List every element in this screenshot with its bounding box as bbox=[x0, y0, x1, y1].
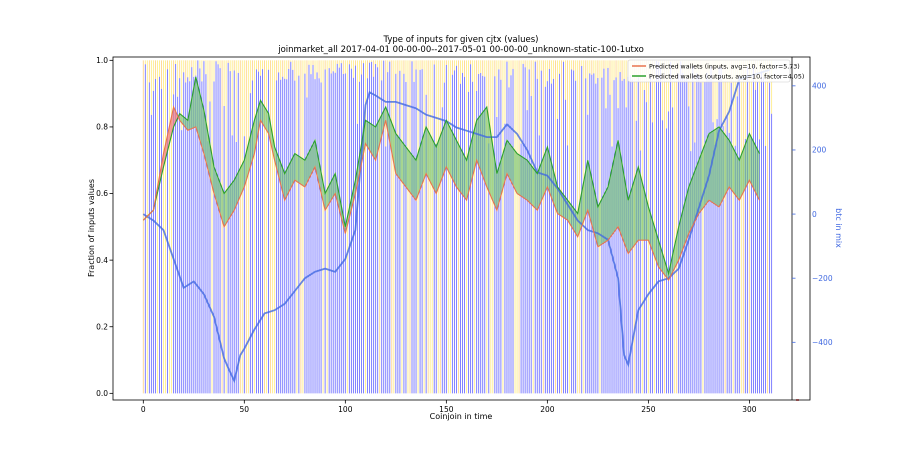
legend: Predicted wallets (inputs, avg=10, facto… bbox=[627, 59, 804, 83]
outputs-fill-segment bbox=[638, 166, 649, 241]
y2-tick-label: 0 bbox=[812, 210, 817, 219]
outputs-fill-segment bbox=[315, 140, 326, 211]
outputs-fill-segment bbox=[597, 186, 608, 247]
outputs-fill-segment bbox=[476, 106, 487, 187]
outputs-fill-segment bbox=[179, 113, 188, 131]
outputs-fill-segment bbox=[729, 140, 740, 201]
line-layer bbox=[142, 68, 799, 401]
outputs-fill-segment bbox=[587, 160, 598, 247]
chart-title: Type of inputs for given cjtx (values) bbox=[383, 35, 539, 45]
outputs-fill-segment bbox=[446, 120, 457, 187]
y-tick-label: 0.8 bbox=[96, 123, 108, 132]
outputs-fill-segment bbox=[395, 133, 406, 187]
legend-label-inputs: Predicted wallets (inputs, avg=10, facto… bbox=[649, 64, 800, 71]
outputs-fill-segment bbox=[708, 126, 720, 207]
outputs-fill-segment bbox=[234, 160, 245, 211]
outputs-fill-segment bbox=[547, 146, 558, 214]
y-axis-ticks: 0.0 0.2 0.4 0.6 0.8 1.0 bbox=[96, 56, 113, 398]
inputs-fill-segment bbox=[173, 106, 180, 127]
legend-box bbox=[627, 59, 791, 83]
y-axis-label: Fraction of inputs values bbox=[87, 179, 96, 277]
outputs-fill-segment bbox=[557, 186, 568, 221]
outputs-fill-segment bbox=[517, 153, 528, 201]
y2-axis-ticks: −400 −200 0 200 400 bbox=[792, 82, 833, 347]
outputs-series-line bbox=[142, 76, 760, 276]
x-tick-label: 300 bbox=[742, 405, 757, 414]
outputs-fill-segment bbox=[739, 133, 750, 201]
fill-layer bbox=[143, 76, 760, 281]
outputs-fill-segment bbox=[375, 106, 386, 161]
y-tick-label: 0.0 bbox=[96, 389, 108, 398]
outputs-fill-segment bbox=[195, 76, 204, 154]
outputs-fill-segment bbox=[678, 186, 689, 261]
outputs-fill-segment bbox=[214, 166, 225, 227]
outputs-fill-segment bbox=[274, 146, 285, 201]
x-tick-label: 50 bbox=[240, 405, 250, 414]
outputs-fill-segment bbox=[325, 173, 336, 211]
y-tick-label: 1.0 bbox=[96, 56, 108, 65]
outputs-fill-segment bbox=[607, 140, 619, 241]
y2-tick-label: −200 bbox=[812, 274, 833, 283]
outputs-fill-segment bbox=[537, 146, 548, 211]
y-tick-label: 0.4 bbox=[96, 256, 108, 265]
outputs-fill-segment bbox=[527, 160, 538, 211]
outputs-fill-segment bbox=[436, 120, 447, 194]
outputs-fill-segment bbox=[244, 120, 255, 187]
outputs-fill-segment bbox=[365, 120, 376, 161]
outputs-fill-segment bbox=[385, 106, 396, 174]
outputs-fill-segment bbox=[203, 110, 215, 194]
outputs-fill-segment bbox=[260, 100, 269, 134]
y-tick-label: 0.6 bbox=[96, 189, 108, 198]
x-tick-label: 250 bbox=[641, 405, 656, 414]
outputs-fill-segment bbox=[628, 166, 639, 254]
outputs-fill-segment bbox=[294, 153, 305, 187]
x-axis-ticks: 0 50 100 150 200 250 300 bbox=[141, 400, 757, 414]
outputs-fill-segment bbox=[456, 140, 467, 201]
outputs-fill-segment bbox=[506, 140, 518, 194]
plot-frame bbox=[112, 56, 811, 401]
outputs-fill-segment bbox=[618, 140, 629, 254]
legend-label-outputs: Predicted wallets (outputs, avg=10, fact… bbox=[649, 74, 804, 81]
y2-tick-label: −400 bbox=[812, 338, 833, 347]
x-tick-label: 100 bbox=[338, 405, 353, 414]
outputs-fill-segment bbox=[496, 140, 507, 211]
outputs-fill-segment bbox=[405, 146, 417, 201]
y2-tick-label: 200 bbox=[812, 146, 827, 155]
outputs-fill-segment bbox=[224, 180, 235, 227]
outputs-fill-segment bbox=[749, 133, 760, 201]
outputs-fill-segment bbox=[284, 153, 295, 201]
bar-layer bbox=[142, 60, 773, 394]
outputs-fill-segment bbox=[577, 160, 588, 237]
outputs-fill-segment bbox=[648, 206, 659, 267]
outputs-fill-segment bbox=[466, 120, 477, 201]
x-tick-label: 150 bbox=[439, 405, 454, 414]
outputs-fill-segment bbox=[486, 106, 497, 211]
x-axis-label: Coinjoin in time bbox=[430, 412, 493, 421]
outputs-fill-segment bbox=[304, 140, 316, 187]
x-tick-label: 0 bbox=[141, 405, 146, 414]
outputs-fill-segment bbox=[268, 113, 275, 161]
y2-axis-label: btc in mix bbox=[834, 208, 843, 248]
inputs-fill-segment bbox=[163, 106, 174, 167]
outputs-fill-segment bbox=[426, 126, 437, 194]
inputs-series-line bbox=[142, 105, 760, 282]
outputs-fill-segment bbox=[719, 126, 730, 207]
chart-subtitle: joinmarket_all 2017-04-01 00-00-00--2017… bbox=[277, 45, 644, 55]
y-tick-label: 0.2 bbox=[96, 322, 108, 331]
outputs-fill-segment bbox=[254, 100, 261, 154]
outputs-fill-segment bbox=[416, 126, 427, 201]
x-tick-label: 200 bbox=[540, 405, 555, 414]
y2-tick-label: 400 bbox=[812, 82, 827, 91]
